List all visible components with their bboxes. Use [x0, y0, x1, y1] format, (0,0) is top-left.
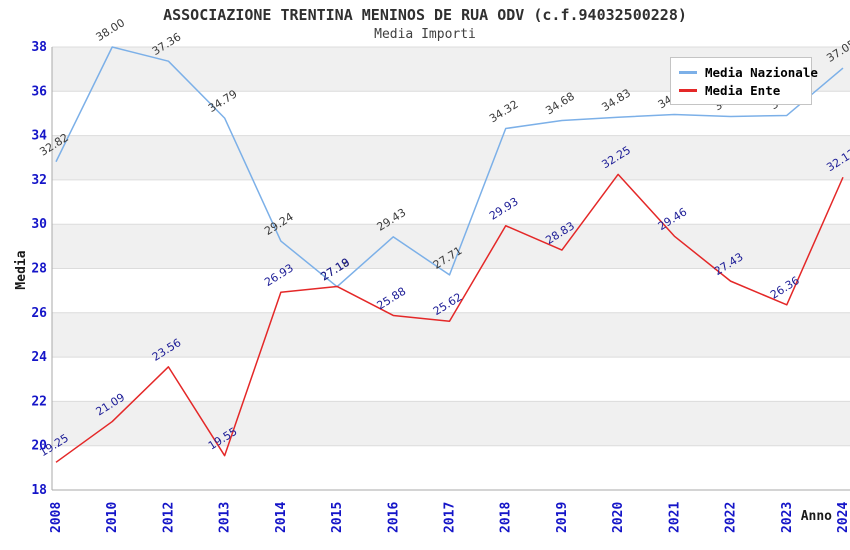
grid-band [52, 312, 850, 358]
x-tick-label: 2010 [105, 502, 120, 533]
y-tick-label: 32 [31, 173, 47, 188]
y-tick-label: 18 [31, 483, 47, 498]
data-point-label: 26.36 [768, 274, 802, 302]
chart-subtitle: Media Importi [374, 27, 476, 42]
x-tick-label: 2022 [724, 502, 739, 533]
data-point-label: 29.93 [487, 195, 521, 223]
legend: Media Nazionale Media Ente [670, 57, 818, 105]
x-tick-label: 2008 [49, 502, 64, 533]
y-axis-title: Media [14, 250, 29, 289]
x-tick-label: 2018 [499, 502, 514, 533]
x-tick-label: 2024 [836, 502, 850, 533]
data-point-label: 34.68 [543, 90, 577, 118]
y-tick-label: 28 [31, 262, 47, 277]
legend-line-swatch [679, 89, 697, 93]
legend-line-swatch [679, 70, 697, 74]
data-point-label: 34.32 [487, 98, 521, 126]
y-tick-label: 20 [31, 439, 47, 454]
legend-item-media-nazionale[interactable]: Media Nazionale [679, 63, 818, 81]
data-point-label: 25.88 [375, 285, 409, 313]
legend-item-media-ente[interactable]: Media Ente [679, 82, 805, 100]
x-tick-label: 2014 [274, 502, 289, 533]
legend-item-label: Media Nazionale [705, 64, 818, 80]
y-tick-label: 38 [31, 40, 47, 55]
x-axis-title: Anno [801, 509, 832, 524]
x-tick-label: 2013 [218, 502, 233, 533]
data-point-label: 38.00 [94, 16, 128, 44]
series-line-media-nazionale [55, 46, 844, 288]
legend-item-label: Media Ente [705, 83, 781, 99]
y-tick-label: 34 [31, 129, 47, 144]
x-tick-label: 2023 [780, 502, 795, 533]
x-tick-label: 2020 [611, 502, 626, 533]
x-tick-label: 2016 [386, 502, 401, 533]
x-tick-label: 2021 [667, 502, 682, 533]
y-tick-label: 22 [31, 394, 47, 409]
grid-band [52, 401, 850, 446]
grid-band [52, 135, 850, 180]
y-tick-label: 30 [31, 217, 47, 232]
x-tick-label: 2015 [330, 502, 345, 533]
x-tick-label: 2019 [555, 502, 570, 533]
grid-band [52, 224, 850, 269]
y-tick-label: 24 [31, 350, 47, 365]
series-line-media-ente [55, 173, 844, 463]
x-tick-label: 2012 [161, 502, 176, 533]
y-tick-label: 36 [31, 84, 47, 99]
chart-title: ASSOCIAZIONE TRENTINA MENINOS DE RUA ODV… [163, 6, 687, 24]
x-tick-label: 2017 [443, 502, 458, 533]
y-tick-label: 26 [31, 306, 47, 321]
